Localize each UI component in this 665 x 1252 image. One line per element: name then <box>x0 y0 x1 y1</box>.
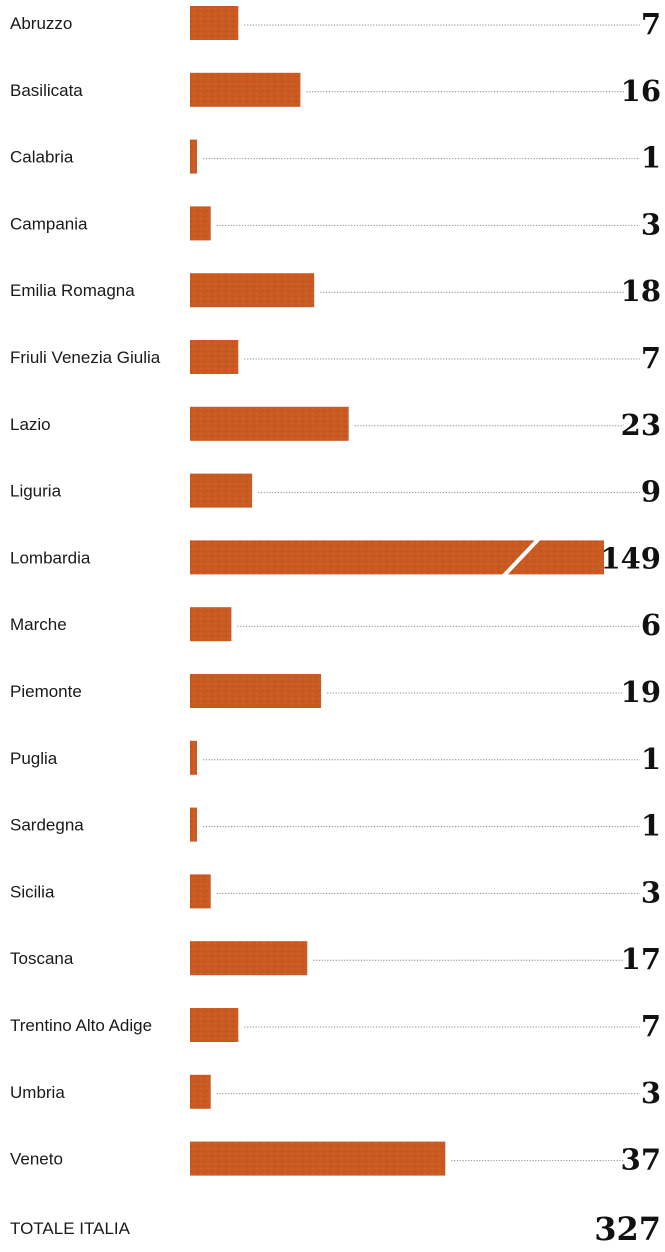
value-label: 3 <box>641 207 661 241</box>
value-label: 7 <box>641 341 661 375</box>
bar <box>190 6 239 40</box>
category-label: Emilia Romagna <box>10 281 135 300</box>
value-label: 3 <box>641 875 661 909</box>
value-label: 149 <box>600 541 661 575</box>
bar-row-lombardia: Lombardia 149 <box>10 537 661 578</box>
total-row: TOTALE ITALIA 327 <box>10 1210 661 1248</box>
bar <box>190 273 315 308</box>
value-label: 19 <box>621 675 661 709</box>
bar <box>190 540 604 575</box>
bar <box>190 607 232 642</box>
bar <box>190 674 322 708</box>
value-label: 23 <box>621 408 661 442</box>
value-label: 1 <box>641 742 661 776</box>
bar-row-veneto: Veneto 37 <box>10 1141 661 1177</box>
total-label: TOTALE ITALIA <box>10 1219 131 1238</box>
bar-row-toscana: Toscana 17 <box>10 941 661 976</box>
category-label: Toscana <box>10 949 74 968</box>
bar <box>190 1008 239 1042</box>
bar <box>190 206 211 241</box>
bar <box>190 139 197 174</box>
total-value: 327 <box>594 1210 661 1248</box>
value-label: 17 <box>621 942 661 976</box>
bar <box>190 340 239 374</box>
value-label: 9 <box>641 475 661 509</box>
category-label: Lazio <box>10 415 51 434</box>
category-label: Umbria <box>10 1083 65 1102</box>
category-label: Liguria <box>10 482 62 501</box>
bar-row-marche: Marche 6 <box>10 607 661 642</box>
bar <box>190 740 197 775</box>
category-label: Sardegna <box>10 816 84 835</box>
bar <box>190 941 308 976</box>
category-label: Campania <box>10 214 88 233</box>
bar-row-piemonte: Piemonte 19 <box>10 674 661 709</box>
value-label: 18 <box>621 274 661 308</box>
bar <box>190 72 301 107</box>
value-label: 6 <box>641 608 661 642</box>
value-label: 7 <box>641 7 661 41</box>
bar-row-sardegna: Sardegna 1 <box>10 807 661 843</box>
bar <box>190 473 253 508</box>
axis-break-mark <box>501 537 541 578</box>
bar-row-emilia-romagna: Emilia Romagna 18 <box>10 273 661 308</box>
bar <box>190 1074 211 1109</box>
bar <box>190 406 349 441</box>
bar <box>190 807 197 842</box>
bar <box>190 874 211 909</box>
bar-row-sicilia: Sicilia 3 <box>10 874 661 909</box>
value-label: 7 <box>641 1009 661 1043</box>
category-label: Abruzzo <box>10 14 72 33</box>
category-label: Lombardia <box>10 548 91 567</box>
bar-row-calabria: Calabria 1 <box>10 139 661 175</box>
value-label: 3 <box>641 1076 661 1110</box>
value-label: 37 <box>621 1143 661 1177</box>
bar-row-friuli-venezia-giulia: Friuli Venezia Giulia 7 <box>10 340 661 375</box>
bar-row-umbria: Umbria 3 <box>10 1074 661 1110</box>
category-label: Marche <box>10 615 67 634</box>
bar-row-basilicata: Basilicata 16 <box>10 72 661 108</box>
value-label: 16 <box>621 74 661 108</box>
bar-row-liguria: Liguria 9 <box>10 473 661 509</box>
bar-row-trentino-alto-adige: Trentino Alto Adige 7 <box>10 1008 661 1043</box>
value-label: 1 <box>641 141 661 175</box>
category-label: Veneto <box>10 1150 63 1169</box>
bar-row-puglia: Puglia 1 <box>10 740 661 776</box>
category-label: Basilicata <box>10 81 83 100</box>
category-label: Piemonte <box>10 682 82 701</box>
category-label: Sicilia <box>10 882 55 901</box>
category-label: Calabria <box>10 148 74 167</box>
bar-row-campania: Campania 3 <box>10 206 661 241</box>
category-label: Trentino Alto Adige <box>10 1016 152 1035</box>
category-label: Puglia <box>10 749 58 768</box>
value-label: 1 <box>641 809 661 843</box>
category-label: Friuli Venezia Giulia <box>10 348 161 367</box>
bar-row-abruzzo: Abruzzo 7 <box>10 6 661 41</box>
bar <box>190 1141 446 1176</box>
bar-row-lazio: Lazio 23 <box>10 406 661 442</box>
